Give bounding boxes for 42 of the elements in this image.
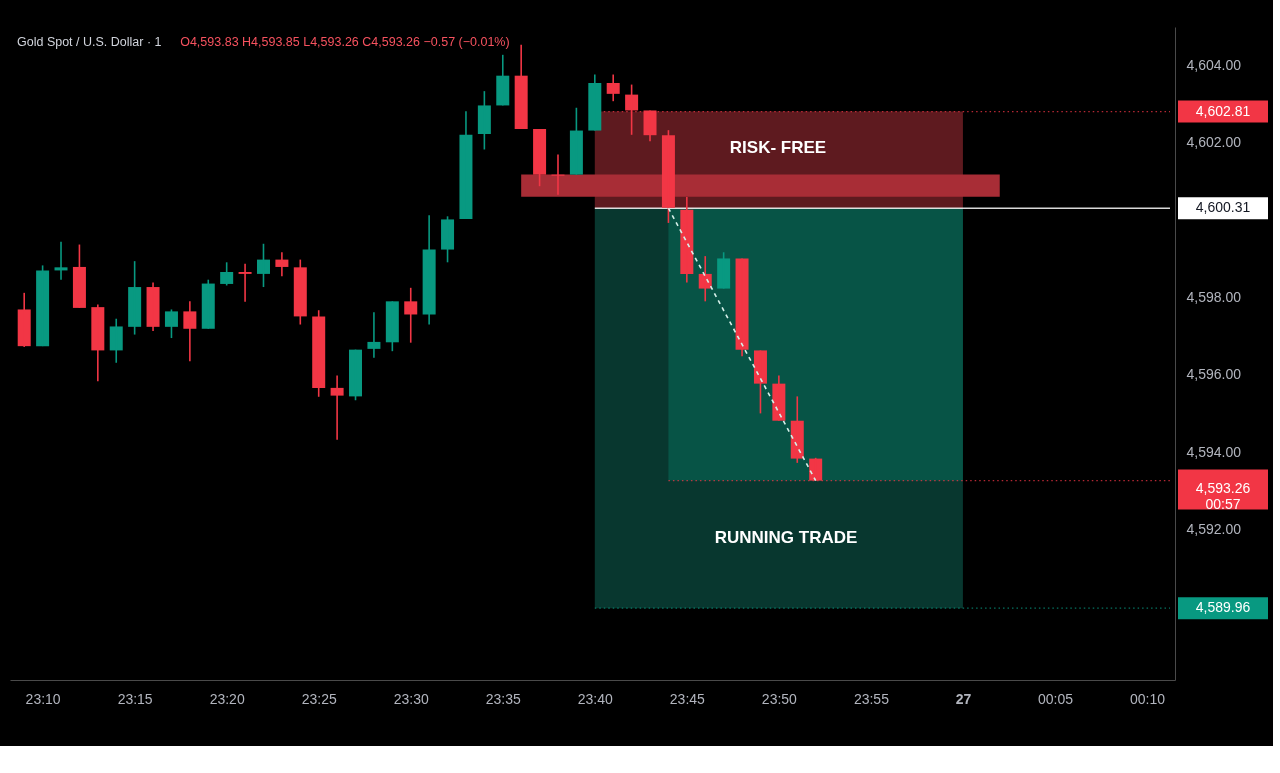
candlestick (569, 106, 583, 176)
x-tick-label: 23:25 (301, 690, 337, 707)
x-tick-label: 27 (955, 690, 972, 707)
ref-line-label: 4,600.31 (1195, 199, 1251, 216)
candlestick (36, 264, 50, 347)
ref-line-label: 4,593.26 00:57 (1195, 479, 1251, 512)
candlestick (385, 300, 399, 352)
y-tick-label: 4,602.00 (1186, 134, 1242, 151)
x-tick-label: 23:45 (669, 690, 706, 707)
x-tick-label: 00:10 (1129, 690, 1166, 707)
candlestick (349, 348, 363, 402)
x-tick-label: 00:05 (1037, 690, 1074, 707)
candlestick (164, 308, 178, 339)
candlestick (753, 349, 767, 415)
y-tick-label: 4,592.00 (1186, 520, 1242, 537)
x-tick-label: 23:20 (209, 690, 245, 707)
candlestick (533, 128, 547, 187)
y-tick-label: 4,594.00 (1186, 443, 1242, 460)
candlestick (256, 242, 270, 288)
x-tick-label: 23:40 (577, 690, 614, 707)
x-tick-label: 23:50 (761, 690, 798, 707)
text: O4,593.83 H4,593.85 L4,593.26 C4,593.26 −0.57 (−0.01%) (180, 35, 510, 49)
ref-line-label: 4,602.81 (1195, 102, 1251, 119)
candlestick (128, 260, 142, 336)
candlestick (477, 90, 491, 151)
candlestick (72, 243, 86, 309)
candlestick (717, 251, 731, 290)
x-tick-label: 23:35 (485, 690, 521, 707)
text: Gold Spot / U.S. Dollar · 1 (17, 35, 162, 49)
y-tick-label: 4,596.00 (1186, 366, 1242, 383)
x-tick-label: 23:30 (393, 690, 429, 707)
ref-line-label: 4,589.96 (1195, 599, 1251, 616)
annotation: RISK- FREE (729, 138, 827, 157)
x-tick-label: 23:10 (25, 690, 61, 707)
x-tick-label: 23:55 (853, 690, 890, 707)
y-tick-label: 4,604.00 (1186, 57, 1242, 74)
candlestick (661, 129, 675, 224)
x-tick-label: 23:15 (117, 690, 153, 707)
y-tick-label: 4,598.00 (1186, 288, 1242, 305)
candlestick (220, 261, 234, 287)
candlestick (441, 215, 455, 264)
annotation: RUNNING TRADE (714, 528, 858, 547)
